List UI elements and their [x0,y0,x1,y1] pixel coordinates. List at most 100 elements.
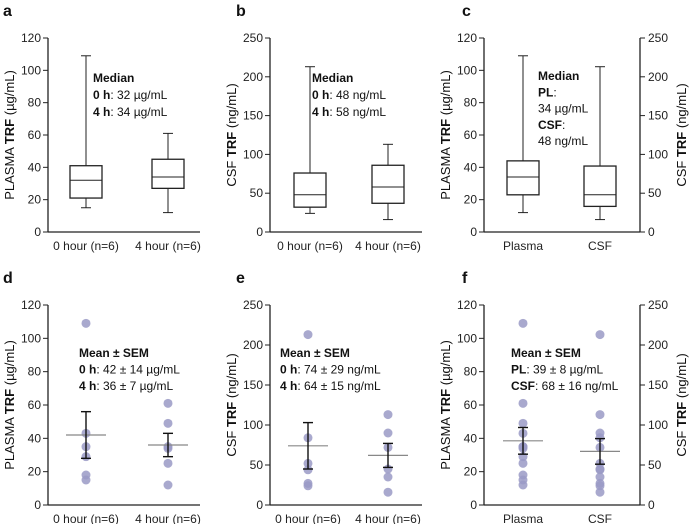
y-tick-label: 150 [243,378,263,392]
axis-title-part: (µg/mL) [438,340,453,389]
y-tick-label: 100 [457,63,477,77]
panel-e: e 0 50 100 150 200 250 CSF TRF (ng/mL) 0 hour (n… [224,270,422,524]
y-tick-label: 120 [457,298,477,312]
x-category-label: Plasma [503,239,543,253]
y2-tick-label: 200 [648,338,668,352]
annotation-bold: Median [312,71,353,85]
panel-letter: f [462,270,468,287]
annotation-line: 0 h: 32 µg/mL [93,88,168,102]
annotation-bold: 0 h [312,88,329,102]
y-tick-label: 80 [28,96,42,110]
iqr-box [583,165,617,208]
iqr-box [69,165,103,199]
y-tick-label: 0 [470,225,477,239]
y-tick-label: 20 [28,465,42,479]
annotation-text: 48 ng/mL [538,134,588,148]
y2-tick-label: 150 [648,378,668,392]
y-tick-label: 40 [28,160,42,174]
annotation-line: 0 h: 42 ± 14 µg/mL [79,363,180,377]
y-tick-label: 60 [28,398,42,412]
annotation-line: 0 h: 48 ng/mL [312,88,386,102]
y-tick-label: 80 [28,365,42,379]
y-tick-label: 80 [464,96,478,110]
axis-title-part: TRF [224,132,239,157]
annotation-bold: PL [538,85,553,99]
y-tick-label: 40 [28,431,42,445]
annotation-bold: 0 h [280,363,297,377]
y-axis-title: CSF TRF (ng/mL) [224,353,239,456]
y2-tick-label: 250 [648,298,668,312]
panel-letter: d [3,270,13,287]
box-1 [151,132,185,214]
y2-tick-label: 250 [648,31,668,45]
axis-title-part: TRF [2,389,17,414]
annotation-bold: Mean ± SEM [79,346,149,360]
annotation-bold: Mean ± SEM [511,346,581,360]
group-1 [580,330,620,497]
annotation-text: : 58 ng/mL [329,105,386,119]
annotation-text: : 64 ± 15 ng/mL [297,379,381,393]
axis-title-part: PLASMA [438,144,453,200]
y-axis-title: PLASMA TRF (µg/mL) [438,70,453,200]
box-1 [583,66,617,221]
annotation-line: 4 h: 34 µg/mL [93,105,168,119]
annotation-bold: 4 h [280,379,297,393]
y-tick-label: 0 [256,225,263,239]
y-tick-label: 60 [464,398,478,412]
axis-title-part: (µg/mL) [2,70,17,119]
panel-letter: c [462,3,471,20]
annotation-text: : 68 ± 16 ng/mL [535,379,619,393]
y-tick-label: 120 [21,298,41,312]
data-point [303,481,313,491]
annotation-line: Median [93,71,134,85]
data-point [163,418,173,428]
data-point [595,487,605,497]
data-point [383,472,393,482]
annotation-bold: 4 h [79,379,96,393]
panel-letter: a [3,3,12,20]
y-tick-label: 100 [21,63,41,77]
y-tick-label: 60 [28,128,42,142]
y-tick-label: 20 [464,465,478,479]
data-point [518,398,528,408]
annotation-bold: CSF [538,118,562,132]
x-category-label: 4 hour (n=6) [355,512,421,524]
data-point [595,481,605,491]
panel-a: a 0 20 40 60 80 100 120 PLASMA TRF (µg/mL) 0 hour… [2,3,201,253]
group-0 [288,330,328,491]
axis-title-part: (µg/mL) [438,70,453,119]
y-tick-label: 150 [243,109,263,123]
y-tick-label: 50 [250,186,264,200]
y2-axis-title: CSF TRF (ng/mL) [674,83,689,186]
y-tick-label: 20 [464,193,478,207]
y-tick-label: 100 [243,418,263,432]
y-tick-label: 100 [243,147,263,161]
axis-title-part: TRF [674,402,689,427]
x-category-label: 0 hour (n=6) [277,239,343,253]
annotation-text: : 32 µg/mL [110,88,167,102]
y2-axis-title: CSF TRF (ng/mL) [674,353,689,456]
axis-title-part: TRF [438,119,453,144]
panel-f: f 0 20 40 60 80 100 120 0 50 100 150 200 250 PLASMA TR… [438,270,689,524]
y2-tick-label: 50 [648,186,662,200]
data-point [303,330,313,340]
axis-title-part: (ng/mL) [674,83,689,131]
x-category-label: Plasma [503,512,543,524]
data-point [163,480,173,490]
annotation-line: 4 h: 64 ± 15 ng/mL [280,379,381,393]
x-category-label: 4 hour (n=6) [135,239,201,253]
y-axis-title: CSF TRF (ng/mL) [224,83,239,186]
y2-tick-label: 200 [648,70,668,84]
y2-tick-label: 100 [648,418,668,432]
y-tick-label: 60 [464,128,478,142]
annotation-text: : 42 ± 14 µg/mL [96,363,180,377]
data-point [595,433,605,443]
y2-tick-label: 0 [648,498,655,512]
annotation-line: PL: 39 ± 8 µg/mL [511,363,604,377]
y-tick-label: 40 [464,431,478,445]
annotation-bold: PL [511,363,526,377]
axis-title-part: PLASMA [438,414,453,470]
axis-title-part: PLASMA [2,414,17,470]
y2-tick-label: 0 [648,225,655,239]
